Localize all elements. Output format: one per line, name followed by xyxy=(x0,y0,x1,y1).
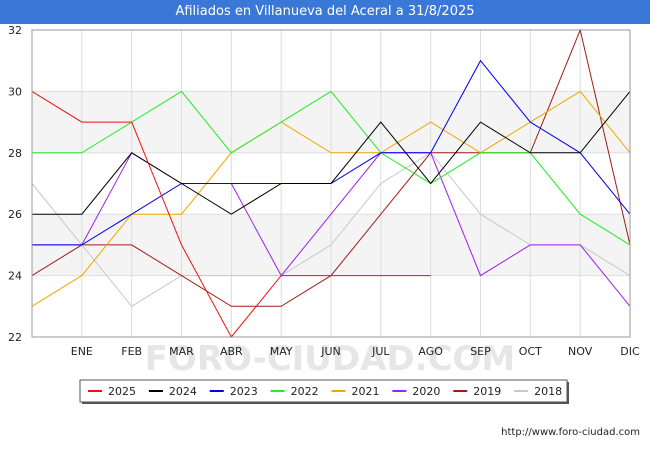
legend-box xyxy=(79,379,568,403)
source-url: http://www.foro-ciudad.com xyxy=(501,427,640,438)
y-tick-label: 28 xyxy=(8,147,22,160)
x-tick-label: OCT xyxy=(519,345,542,358)
y-tick-label: 26 xyxy=(8,208,22,221)
y-tick-label: 24 xyxy=(8,270,22,283)
x-tick-label: AGO xyxy=(418,345,443,358)
legend-label-2020: 2020 xyxy=(412,385,440,398)
x-tick-label: ENE xyxy=(71,345,93,358)
legend-label-2023: 2023 xyxy=(230,385,258,398)
legend-label-2022: 2022 xyxy=(291,385,319,398)
x-tick-label: ABR xyxy=(220,345,243,358)
x-tick-label: NOV xyxy=(568,345,593,358)
x-tick-label: JUN xyxy=(320,345,341,358)
watermark: FORO-CIUDAD.COM xyxy=(145,339,516,379)
legend-label-2024: 2024 xyxy=(169,385,197,398)
chart-title: Afiliados en Villanueva del Aceral a 31/… xyxy=(0,0,650,24)
y-tick-label: 22 xyxy=(8,331,22,344)
plot-border xyxy=(31,29,631,338)
x-tick-label: DIC xyxy=(620,345,640,358)
legend-label-2019: 2019 xyxy=(473,385,501,398)
series-line-2024 xyxy=(32,91,631,215)
y-tick-label: 30 xyxy=(8,85,22,98)
x-tick-label: MAY xyxy=(270,345,293,358)
x-tick-label: FEB xyxy=(121,345,142,358)
x-tick-label: SEP xyxy=(470,345,491,358)
legend-label-2021: 2021 xyxy=(352,385,380,398)
legend-label-2018: 2018 xyxy=(534,385,562,398)
legend-label-2025: 2025 xyxy=(108,385,136,398)
x-tick-label: MAR xyxy=(169,345,194,358)
x-tick-label: JUL xyxy=(371,345,390,358)
y-tick-label: 32 xyxy=(8,24,22,37)
